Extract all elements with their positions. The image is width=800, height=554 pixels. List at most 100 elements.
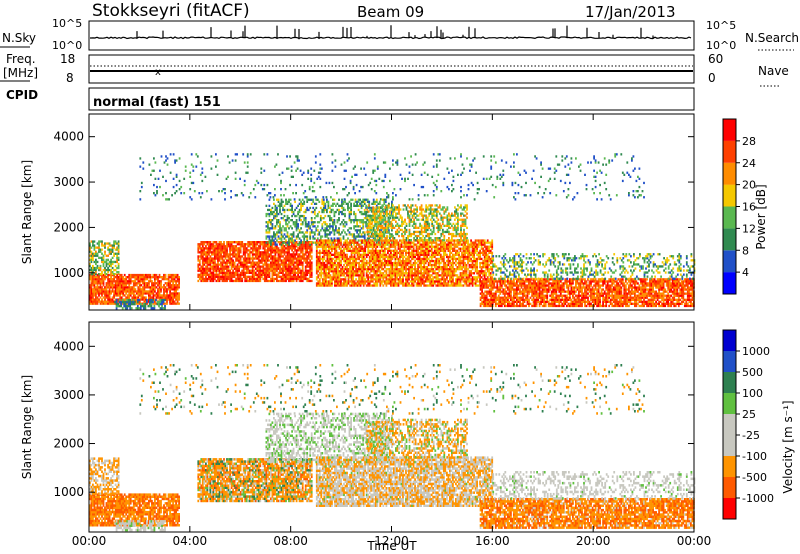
- power-cell: [291, 206, 293, 210]
- power-cell: [286, 235, 289, 238]
- power-cell: [396, 251, 398, 254]
- power-cell: [153, 307, 156, 310]
- power-cell: [102, 260, 105, 264]
- power-cell: [396, 241, 398, 244]
- power-cell: [274, 277, 277, 281]
- power-cell: [429, 268, 432, 271]
- power-cell: [208, 249, 210, 252]
- power-cell: [263, 263, 266, 266]
- power-cell: [288, 257, 290, 260]
- power-cell: [400, 268, 403, 271]
- cpid-panel: CPID normal (fast) 151: [6, 87, 695, 111]
- power-cell: [359, 231, 361, 234]
- power-cell: [280, 251, 283, 254]
- power-cell: [152, 286, 155, 289]
- power-cell: [321, 243, 324, 246]
- power-cell: [337, 263, 339, 267]
- power-cell: [214, 241, 216, 244]
- power-cell: [279, 221, 281, 224]
- power-cell: [276, 257, 278, 260]
- power-cell: [427, 274, 430, 277]
- power-cell: [364, 249, 367, 252]
- power-cell: [254, 257, 257, 260]
- power-cell: [328, 284, 330, 287]
- power-cell: [232, 271, 234, 274]
- power-cell: [383, 251, 386, 254]
- power-cell: [265, 221, 268, 224]
- power-cell: [122, 288, 125, 291]
- power-cell: [120, 280, 123, 283]
- power-cell: [426, 259, 429, 263]
- power-cell: [285, 277, 287, 281]
- power-cell: [313, 208, 316, 212]
- sky-noise-line: [90, 25, 692, 40]
- power-cell: [117, 290, 120, 293]
- power-cell: [383, 214, 386, 218]
- power-cell: [289, 204, 292, 207]
- power-cell: [232, 275, 234, 278]
- power-cell: [294, 249, 296, 252]
- power-cell: [351, 198, 354, 201]
- power-cell: [248, 269, 251, 272]
- power-cell: [170, 280, 173, 283]
- power-cell: [206, 249, 209, 252]
- power-cell: [396, 243, 398, 246]
- power-cell: [430, 257, 433, 261]
- power-cell: [301, 243, 304, 246]
- power-cell: [391, 241, 393, 244]
- power-cell: [95, 290, 97, 293]
- power-cell: [114, 286, 117, 289]
- power-cell: [301, 247, 304, 250]
- power-cell: [366, 210, 369, 214]
- power-cell: [397, 241, 400, 244]
- power-cell: [385, 274, 388, 277]
- power-cell: [346, 270, 348, 273]
- power-cell: [350, 282, 353, 285]
- power-cell: [354, 219, 357, 222]
- power-cell: [331, 241, 333, 244]
- power-cell: [309, 273, 312, 276]
- power-cell: [332, 263, 335, 267]
- power-cell: [377, 221, 380, 224]
- power-cell: [338, 280, 341, 283]
- power-cell: [346, 274, 348, 277]
- power-cell: [424, 255, 427, 259]
- power-cell: [143, 284, 146, 287]
- power-cell: [160, 284, 162, 287]
- power-cell: [280, 243, 283, 246]
- power-cell: [317, 243, 320, 246]
- power-cell: [110, 284, 112, 287]
- power-cell: [343, 251, 345, 254]
- power-cell: [282, 245, 284, 248]
- power-cell: [160, 282, 162, 285]
- power-cell: [324, 208, 327, 212]
- power-cell: [141, 294, 144, 297]
- power-cell: [273, 273, 275, 276]
- power-cell: [363, 221, 366, 224]
- power-cell: [132, 290, 135, 293]
- power-cell: [297, 204, 299, 207]
- power-cell: [120, 284, 123, 287]
- power-cell: [265, 251, 268, 254]
- power-cell: [423, 241, 426, 244]
- power-cell: [444, 268, 447, 271]
- power-cell: [248, 261, 251, 264]
- power-cell: [382, 280, 385, 283]
- power-cell: [134, 284, 137, 287]
- power-cell: [282, 208, 284, 212]
- power-cell: [163, 292, 165, 295]
- power-cell: [439, 241, 442, 244]
- power-cell: [203, 277, 206, 281]
- power-cell: [405, 270, 407, 273]
- power-cell: [251, 279, 254, 283]
- power-cell: [227, 255, 230, 258]
- power-cell: [218, 271, 221, 274]
- power-cell: [257, 253, 260, 256]
- power-cell: [365, 198, 368, 201]
- power-cell: [321, 210, 324, 214]
- power-cell: [218, 267, 221, 270]
- power-cell: [89, 278, 91, 281]
- power-cell: [172, 273, 174, 277]
- power-cell: [439, 282, 442, 285]
- power-cell: [424, 249, 427, 252]
